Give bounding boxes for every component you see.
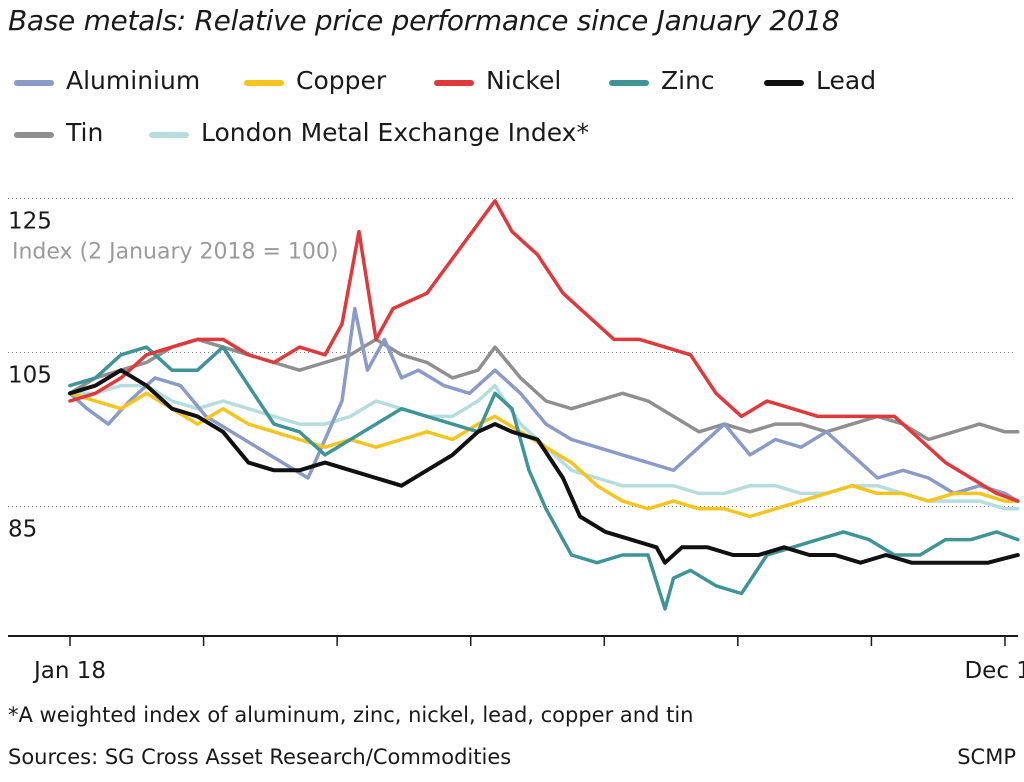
- series-line-lead: [68, 368, 1020, 565]
- legend-row-1: Aluminium Copper Nickel Zinc Lead: [14, 64, 1014, 100]
- y-tick-label-105: 105: [8, 363, 52, 389]
- chart-title: Base metals: Relative price performance …: [8, 4, 840, 37]
- legend-label-lme-index: London Metal Exchange Index*: [201, 118, 589, 147]
- legend-label-tin: Tin: [66, 118, 104, 147]
- legend-row-2: Tin London Metal Exchange Index*: [14, 116, 1014, 152]
- sources-note: Sources: SG Cross Asset Research/Commodi…: [8, 745, 512, 769]
- series-line-zinc: [68, 345, 1020, 611]
- legend-label-lead: Lead: [816, 66, 877, 95]
- legend-swatch-lme-index: [149, 132, 189, 138]
- legend-swatch-aluminium: [14, 80, 54, 86]
- x-tick-label-0: Jan 18: [32, 658, 106, 684]
- x-axis: Jan 18 Dec 18: [8, 635, 1024, 684]
- legend-label-aluminium: Aluminium: [66, 66, 201, 95]
- legend-swatch-tin: [14, 132, 54, 138]
- legend-label-nickel: Nickel: [486, 66, 562, 95]
- series-line-copper: [68, 391, 1020, 519]
- y-axis-title: Index (2 January 2018 = 100): [12, 240, 339, 265]
- y-tick-label-125: 125: [8, 209, 52, 235]
- legend-label-copper: Copper: [296, 66, 387, 95]
- footnote: *A weighted index of aluminum, zinc, nic…: [8, 703, 694, 727]
- series-lines: [68, 199, 1020, 611]
- series-line-nickel: [68, 199, 1020, 503]
- x-tick-label-1: Dec 18: [964, 658, 1024, 684]
- series-line-aluminium: [68, 306, 1020, 503]
- legend-label-zinc: Zinc: [661, 66, 715, 95]
- legend-swatch-lead: [764, 80, 804, 86]
- credit-label: SCMP: [957, 745, 1016, 769]
- y-tick-label-85: 85: [8, 517, 37, 543]
- series-line-tin: [68, 337, 1020, 442]
- gridlines: [8, 198, 1016, 507]
- legend-swatch-zinc: [609, 80, 649, 86]
- y-axis-labels: 125 105 85: [8, 209, 52, 543]
- legend-swatch-nickel: [434, 80, 474, 86]
- legend-swatch-copper: [244, 80, 284, 86]
